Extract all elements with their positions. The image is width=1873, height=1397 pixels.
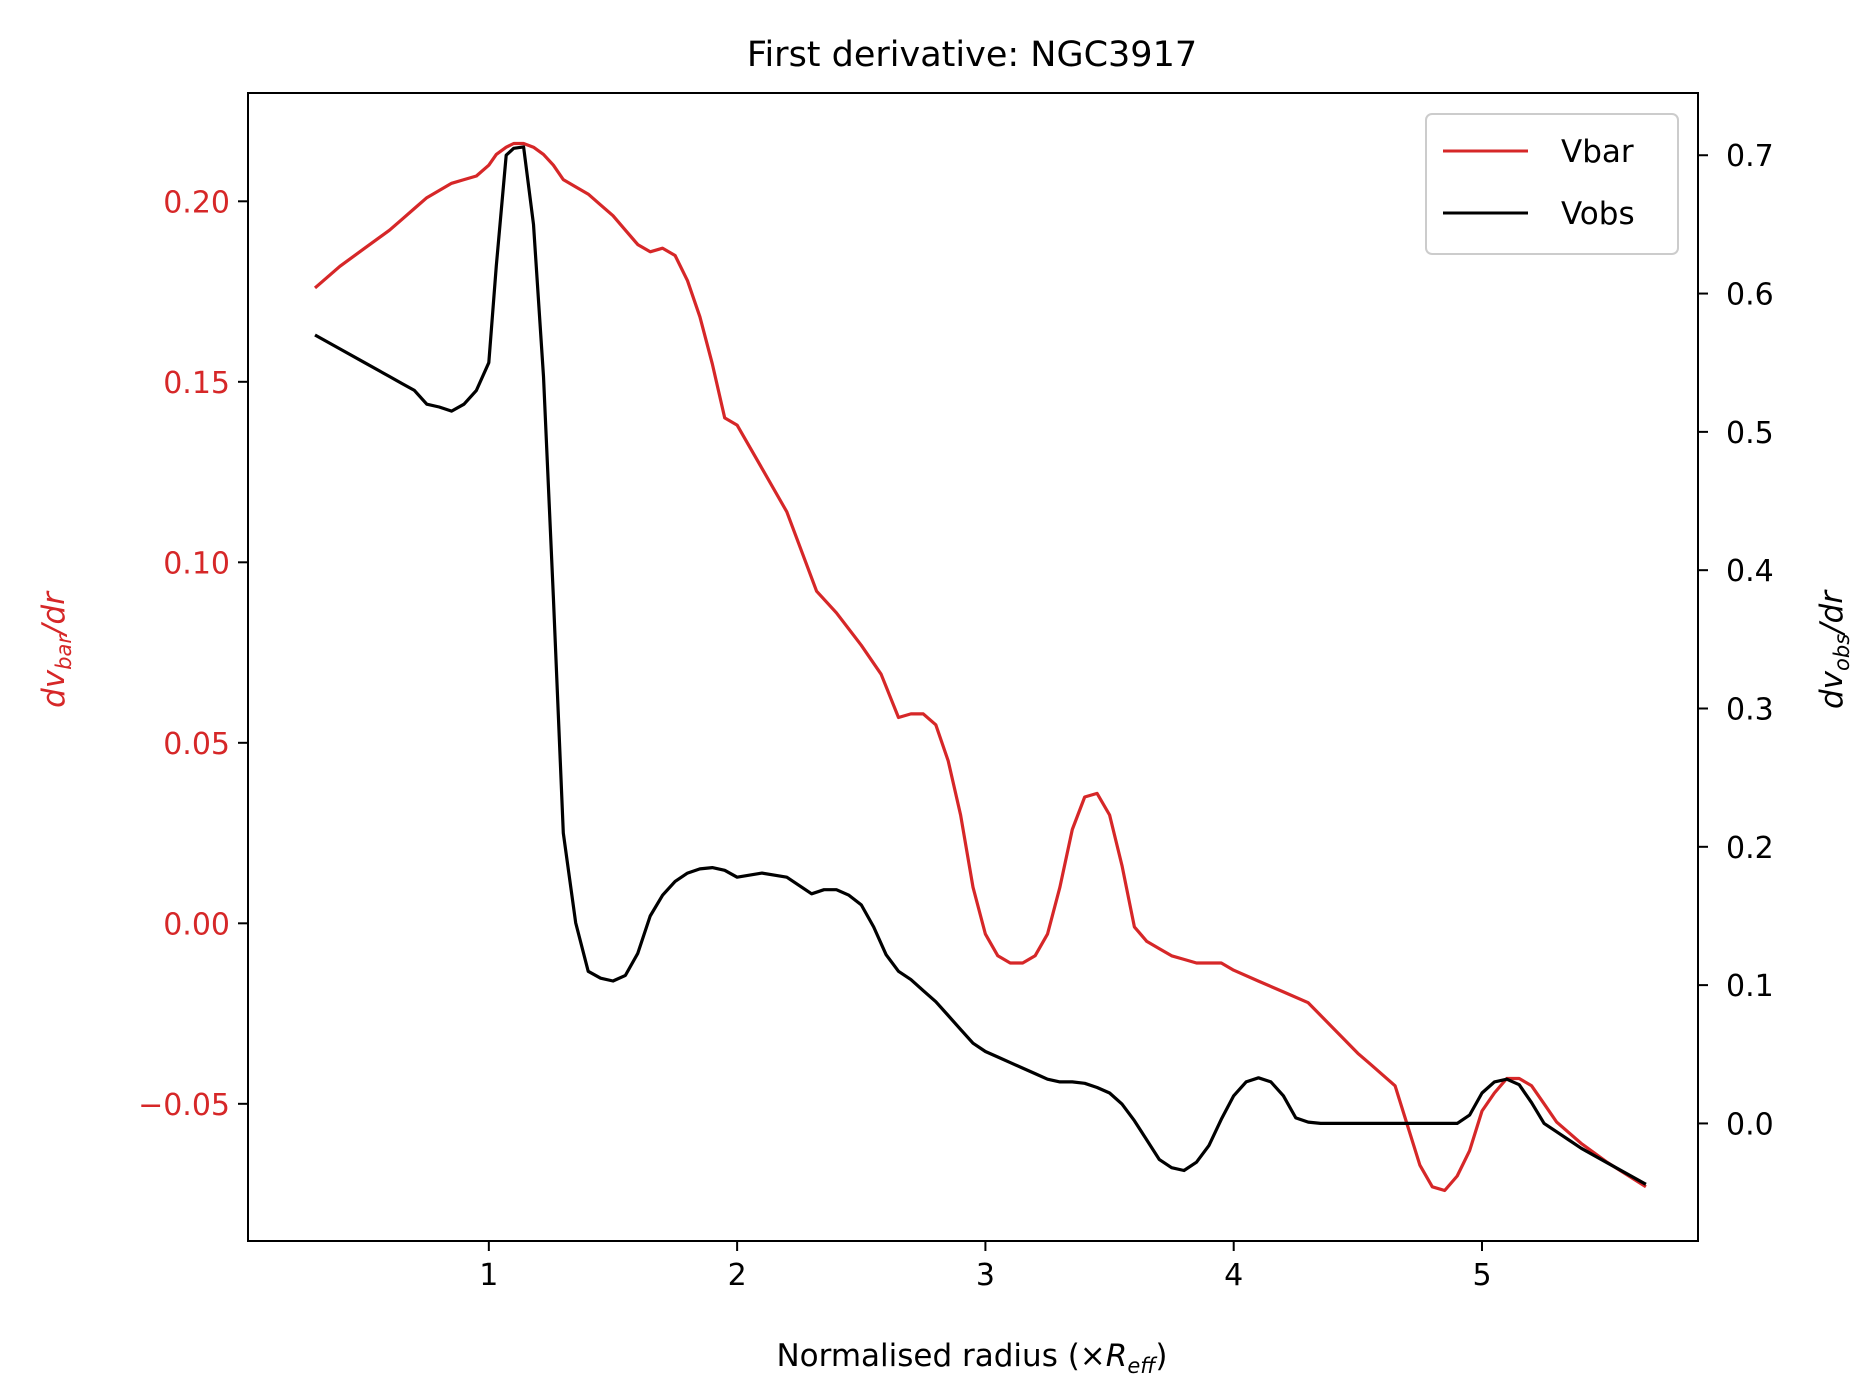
y-right-tick-label-1: 0.1 (1726, 969, 1774, 1004)
y-axis-right-label: dvobs/dr (1814, 589, 1854, 709)
series-layer (313, 141, 1647, 1193)
plot-frame (247, 92, 1699, 1242)
y-right-tick-label-2: 0.2 (1726, 831, 1774, 866)
y-left-tick-label-5: 0.20 (163, 185, 230, 220)
legend: Vbar Vobs (1425, 113, 1679, 255)
y-right-tick-label-6: 0.6 (1726, 278, 1774, 313)
y-right-tick-label-0: 0.0 (1726, 1107, 1774, 1142)
y-left-tick-label-4: 0.15 (163, 366, 230, 401)
y-left-tick-label-2: 0.05 (163, 727, 230, 762)
y-right-tick-label-3: 0.3 (1726, 692, 1774, 727)
legend-label-vbar: Vbar (1561, 134, 1634, 170)
legend-box (1425, 113, 1679, 255)
x-tick-label-0: 1 (479, 1258, 498, 1293)
legend-label-vobs: Vobs (1561, 196, 1635, 232)
series-line-vobs (314, 145, 1647, 1186)
y-right-tick-label-5: 0.5 (1726, 416, 1774, 451)
y-left-tick-label-0: −0.05 (138, 1088, 230, 1123)
chart-title: First derivative: NGC3917 (747, 35, 1197, 75)
series-line-vbar (313, 141, 1647, 1193)
axes-layer: 1 2 3 4 5 −0.05 0.00 0.05 0.10 0.15 0.20 0.0 0.1 0.2 0… (138, 139, 1774, 1293)
x-axis-label: Normalised radius (×Reff) (776, 1338, 1167, 1378)
y-left-tick-label-3: 0.10 (163, 546, 230, 581)
x-tick-label-2: 3 (976, 1258, 995, 1293)
y-right-tick-label-7: 0.7 (1726, 139, 1774, 174)
x-tick-label-1: 2 (728, 1258, 747, 1293)
y-right-tick-label-4: 0.4 (1726, 554, 1774, 589)
x-tick-label-3: 4 (1224, 1258, 1243, 1293)
y-axis-left-label: dvbar/dr (36, 590, 76, 708)
y-left-tick-label-1: 0.00 (163, 907, 230, 942)
x-tick-label-4: 5 (1472, 1258, 1491, 1293)
